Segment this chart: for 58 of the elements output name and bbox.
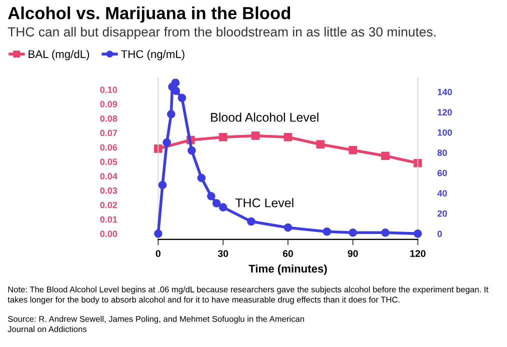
- point: [284, 223, 292, 232]
- text: Note: The Blood Alcohol Level begins at .06 mg/dL because researchers gave the subjects alcohol before the experiment began. It takes longer for the body to absorb alcohol and for it to have measurable drug effects than it does for THC.: [8, 286, 488, 304]
- point: [207, 192, 216, 200]
- y-tick-label: 0.05: [100, 158, 118, 165]
- y-tick-label: 0.04: [100, 173, 118, 180]
- y-tick-label: 0.03: [100, 187, 118, 194]
- point: [381, 152, 390, 160]
- y2-tick-label: 60: [438, 170, 447, 176]
- point: [188, 146, 196, 155]
- legend-label: THC (ng/mL): [121, 50, 184, 60]
- y-tick-label: 0.07: [100, 130, 118, 136]
- chart-title: Alcohol vs. Marijuana in the Blood: [8, 6, 290, 23]
- point: [154, 144, 162, 153]
- point: [322, 227, 332, 236]
- y-tick-label: 0.08: [100, 115, 118, 122]
- point: [162, 138, 172, 147]
- point: [218, 132, 228, 142]
- y-tick-label: 0.06: [100, 144, 118, 151]
- point: [154, 229, 162, 238]
- y-tick-label: 0.09: [100, 100, 118, 108]
- point: [381, 228, 390, 237]
- y2-tick-label: 80: [438, 150, 447, 156]
- y-tick-label: 0.10: [100, 86, 118, 93]
- y-tick-label: 0.02: [100, 202, 118, 208]
- y2-tick-label: 100: [438, 129, 452, 136]
- y-tick-label: 0.01: [100, 216, 118, 223]
- x-axis-title: Time (minutes): [248, 264, 327, 275]
- x-tick-label: 120: [410, 250, 426, 257]
- annotation: THC Level: [235, 198, 294, 208]
- point: [178, 94, 186, 102]
- point: [158, 180, 167, 190]
- x-tick-label: 30: [218, 250, 228, 257]
- y2-tick-label: 0: [438, 230, 442, 238]
- point: [197, 174, 206, 182]
- y2-tick-label: 20: [438, 210, 447, 217]
- point: [212, 199, 221, 208]
- point: [218, 203, 228, 212]
- annotation: Blood Alcohol Level: [211, 112, 318, 122]
- x-tick-label: 90: [348, 250, 358, 257]
- y2-tick-label: 140: [438, 88, 452, 96]
- x-tick-label: 60: [282, 250, 293, 257]
- y2-tick-label: 120: [438, 109, 452, 116]
- legend-label: BAL (mg/dL): [28, 50, 90, 60]
- point: [251, 132, 260, 140]
- y-tick-label: 0.00: [100, 230, 118, 238]
- point: [414, 229, 422, 238]
- source-note: Source: R. Andrew Sewell, James Poling, and Mehmet Sofuoglu in the American Journal on Addictions: [8, 316, 304, 332]
- point: [414, 158, 422, 168]
- x-tick-label: 0: [156, 250, 160, 257]
- point: [166, 110, 176, 118]
- chart-subtitle: THC can all but disappear from the bloodstream in as little as 30 minutes.: [8, 26, 436, 40]
- point: [348, 228, 358, 237]
- y2-tick-label: 40: [437, 190, 447, 196]
- point: [316, 140, 325, 149]
- point: [284, 132, 292, 142]
- point: [348, 146, 358, 154]
- point: [171, 78, 180, 87]
- point: [247, 217, 256, 226]
